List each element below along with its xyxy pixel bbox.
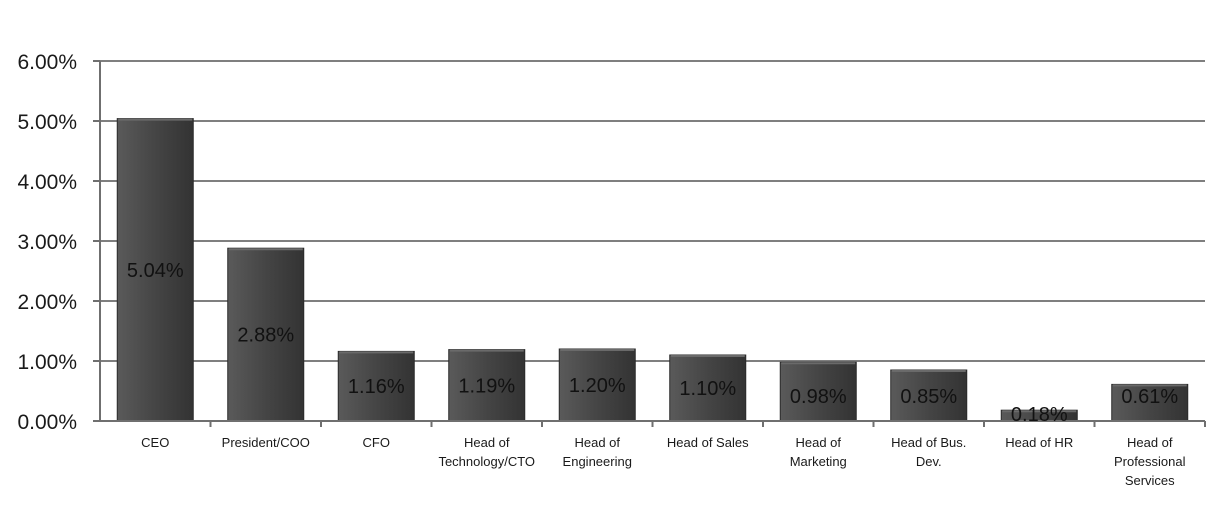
data-label: 0.85%: [900, 386, 957, 408]
x-tick-label-line: Head of Sales: [667, 435, 749, 450]
x-tick-label-line: CEO: [141, 435, 169, 450]
x-tick-label-line: Head of: [574, 435, 620, 450]
data-label: 0.98%: [790, 386, 847, 408]
y-tick-label: 5.00%: [17, 111, 77, 134]
x-tick-label-line: Head of: [464, 435, 510, 450]
data-labels: 5.04% 2.88% 1.16% 1.19% 1.20% 1.10% 0.98% 0.85%…: [127, 260, 1178, 426]
x-tick-label-line: President/COO: [222, 435, 310, 450]
data-label: 1.10%: [679, 378, 736, 400]
x-axis: CEO President/COO CFO Head of Technology/CTO…: [100, 420, 1206, 488]
data-label: 1.16%: [348, 376, 405, 398]
x-tick-label: Head of Marketing: [790, 435, 847, 469]
y-axis: 0.00% 1.00% 2.00% 3.00% 4.00% 5.00% 6.00%: [17, 51, 101, 434]
bar: [779, 361, 857, 422]
y-tick-label: 1.00%: [17, 351, 77, 374]
x-tick-label: CFO: [363, 435, 390, 450]
y-tick-label: 3.00%: [17, 231, 77, 254]
data-label: 0.61%: [1121, 386, 1178, 408]
x-tick-label-line: Head of Bus.: [891, 435, 966, 450]
y-tick-label: 0.00%: [17, 411, 77, 434]
x-tick-label-line: Head of: [1127, 435, 1173, 450]
bar: [558, 348, 636, 422]
data-label: 2.88%: [237, 325, 294, 347]
x-tick-label: CEO: [141, 435, 169, 450]
y-tick-label: 4.00%: [17, 171, 77, 194]
x-tick-label: Head of Bus. Dev.: [891, 435, 966, 469]
x-tick-label-line: Services: [1125, 473, 1175, 488]
y-tick-label: 6.00%: [17, 51, 77, 74]
x-tick-label-line: Professional: [1114, 454, 1186, 469]
x-tick-label-line: Head of: [795, 435, 841, 450]
x-tick-label-line: Dev.: [916, 454, 942, 469]
x-tick-label-line: Head of HR: [1005, 435, 1073, 450]
x-tick-label: Head of HR: [1005, 435, 1073, 450]
x-tick-label: Head of Technology/CTO: [438, 435, 535, 469]
bars: [116, 118, 1189, 422]
x-tick-label: Head of Sales: [667, 435, 749, 450]
data-label: 1.20%: [569, 375, 626, 397]
x-tick-label-line: Marketing: [790, 454, 847, 469]
data-label: 1.19%: [458, 375, 515, 397]
y-tick-label: 2.00%: [17, 291, 77, 314]
x-tick-label-line: Engineering: [563, 454, 632, 469]
bar: [448, 349, 526, 422]
x-tick-label: Head of Engineering: [563, 435, 632, 469]
x-tick-label: President/COO: [222, 435, 310, 450]
bar: [890, 369, 968, 422]
x-tick-label-line: Technology/CTO: [438, 454, 535, 469]
x-tick-label-line: CFO: [363, 435, 390, 450]
data-label: 0.18%: [1011, 404, 1068, 426]
data-label: 5.04%: [127, 260, 184, 282]
bar: [227, 247, 305, 422]
x-tick-label: Head of Professional Services: [1114, 435, 1186, 488]
bar: [116, 118, 194, 422]
